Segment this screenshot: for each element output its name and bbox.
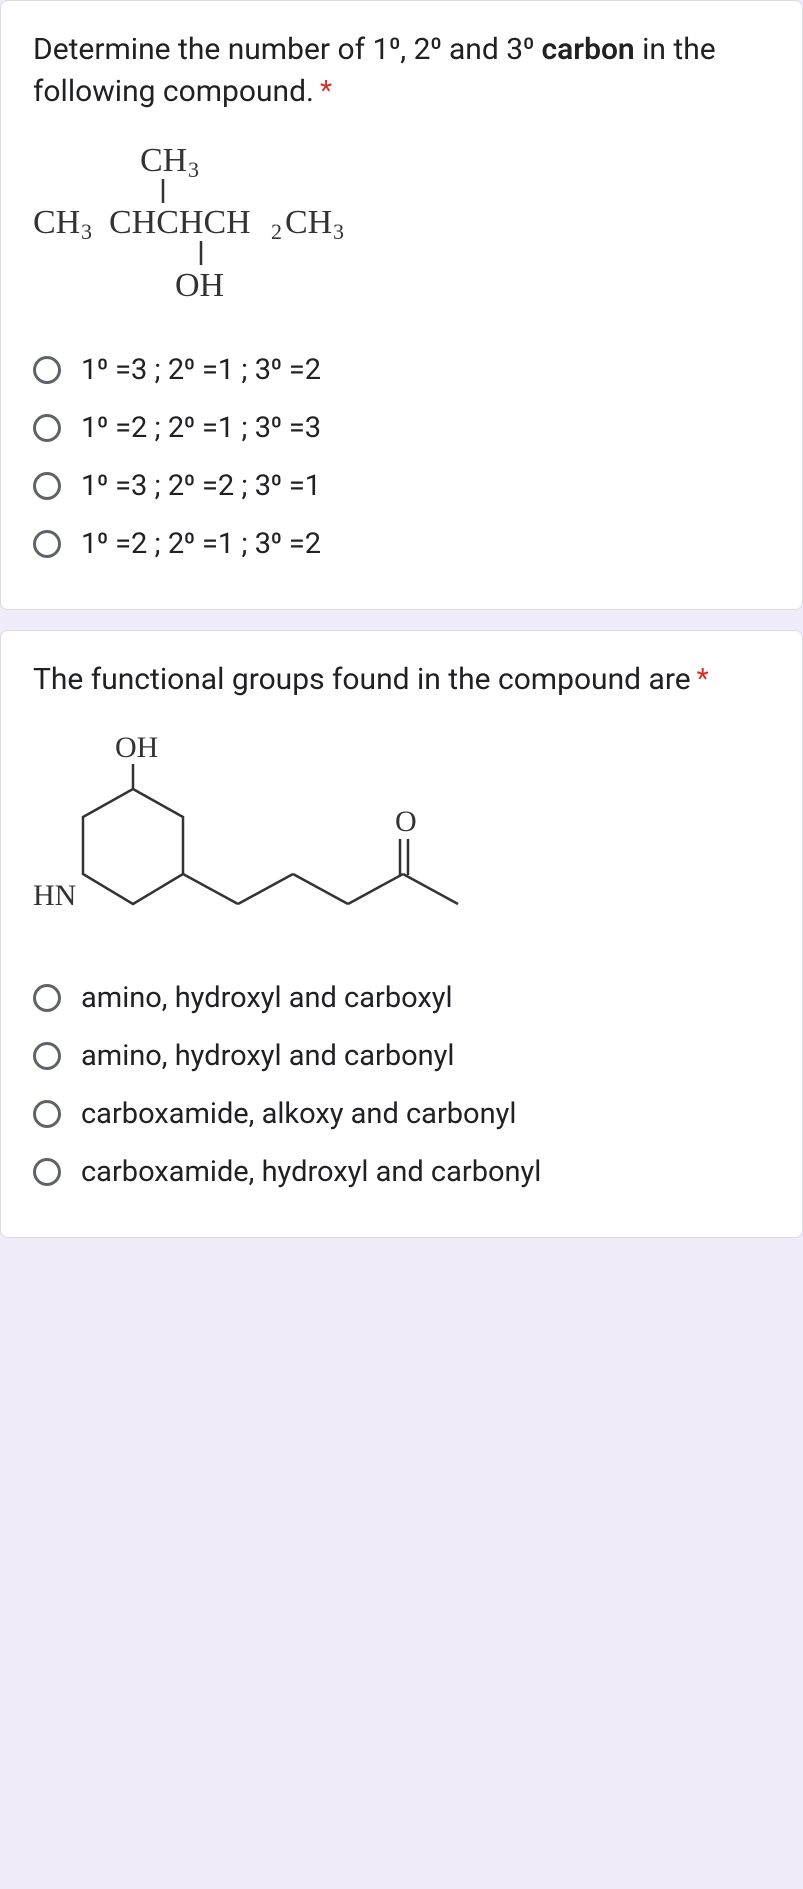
svg-text:3: 3	[333, 219, 344, 244]
struct1-ch3-top: CH	[140, 142, 187, 179]
q1-text-bold: carbon	[542, 32, 635, 67]
q2-option-1-label: amino, hydroxyl and carboxyl	[81, 981, 453, 1015]
required-asterisk: *	[320, 74, 332, 107]
q1-option-1-label: 1⁰ =3 ; 2⁰ =1 ; 3⁰ =2	[81, 353, 321, 387]
q2-text: The functional groups found in the compo…	[33, 662, 691, 697]
required-asterisk: *	[697, 662, 709, 695]
q2-option-2[interactable]: amino, hydroxyl and carbonyl	[33, 1027, 770, 1085]
hexagon-ring	[83, 789, 183, 904]
struct1-chain: CHCHCH	[109, 204, 251, 241]
svg-text:3: 3	[81, 219, 92, 244]
question-card-2: The functional groups found in the compo…	[0, 630, 803, 1238]
q1-option-4-label: 1⁰ =2 ; 2⁰ =1 ; 3⁰ =2	[81, 527, 321, 561]
radio-icon	[33, 984, 61, 1012]
q2-option-3-label: carboxamide, alkoxy and carbonyl	[81, 1097, 516, 1131]
question-1-text: Determine the number of 1⁰, 2⁰ and 3⁰ ca…	[33, 29, 770, 113]
q1-option-2[interactable]: 1⁰ =2 ; 2⁰ =1 ; 3⁰ =3	[33, 399, 770, 457]
radio-icon	[33, 1158, 61, 1186]
question-card-1: Determine the number of 1⁰, 2⁰ and 3⁰ ca…	[0, 0, 803, 610]
radio-icon	[33, 530, 61, 558]
struct1-ch3-left: CH	[33, 204, 80, 241]
q2-option-1[interactable]: amino, hydroxyl and carboxyl	[33, 969, 770, 1027]
struct2-oh: OH	[115, 731, 158, 764]
q1-option-4[interactable]: 1⁰ =2 ; 2⁰ =1 ; 3⁰ =2	[33, 515, 770, 573]
q2-option-4-label: carboxamide, hydroxyl and carbonyl	[81, 1155, 541, 1189]
radio-icon	[33, 356, 61, 384]
chemical-structure-2: OH HN O	[33, 729, 770, 939]
question-2-text: The functional groups found in the compo…	[33, 659, 770, 701]
radio-icon	[33, 414, 61, 442]
svg-text:2: 2	[271, 219, 282, 244]
svg-text:3: 3	[188, 157, 199, 182]
q1-option-3[interactable]: 1⁰ =3 ; 2⁰ =2 ; 3⁰ =1	[33, 457, 770, 515]
radio-icon	[33, 1042, 61, 1070]
radio-icon	[33, 472, 61, 500]
q1-text-part1: Determine the number of 1⁰, 2⁰ and 3⁰	[33, 32, 542, 67]
q1-option-2-label: 1⁰ =2 ; 2⁰ =1 ; 3⁰ =3	[81, 411, 321, 445]
chemical-structure-1: CH 3 CH 3 CHCHCH 2 CH 3 OH	[33, 141, 770, 311]
struct2-hn: HN	[33, 879, 76, 912]
q1-option-3-label: 1⁰ =3 ; 2⁰ =2 ; 3⁰ =1	[81, 469, 321, 503]
radio-icon	[33, 1100, 61, 1128]
svg-text:CH: CH	[285, 204, 332, 241]
q2-option-3[interactable]: carboxamide, alkoxy and carbonyl	[33, 1085, 770, 1143]
q2-option-2-label: amino, hydroxyl and carbonyl	[81, 1039, 454, 1073]
struct2-o: O	[395, 805, 417, 838]
q2-option-4[interactable]: carboxamide, hydroxyl and carbonyl	[33, 1143, 770, 1201]
q1-option-1[interactable]: 1⁰ =3 ; 2⁰ =1 ; 3⁰ =2	[33, 341, 770, 399]
struct1-oh: OH	[175, 267, 224, 304]
